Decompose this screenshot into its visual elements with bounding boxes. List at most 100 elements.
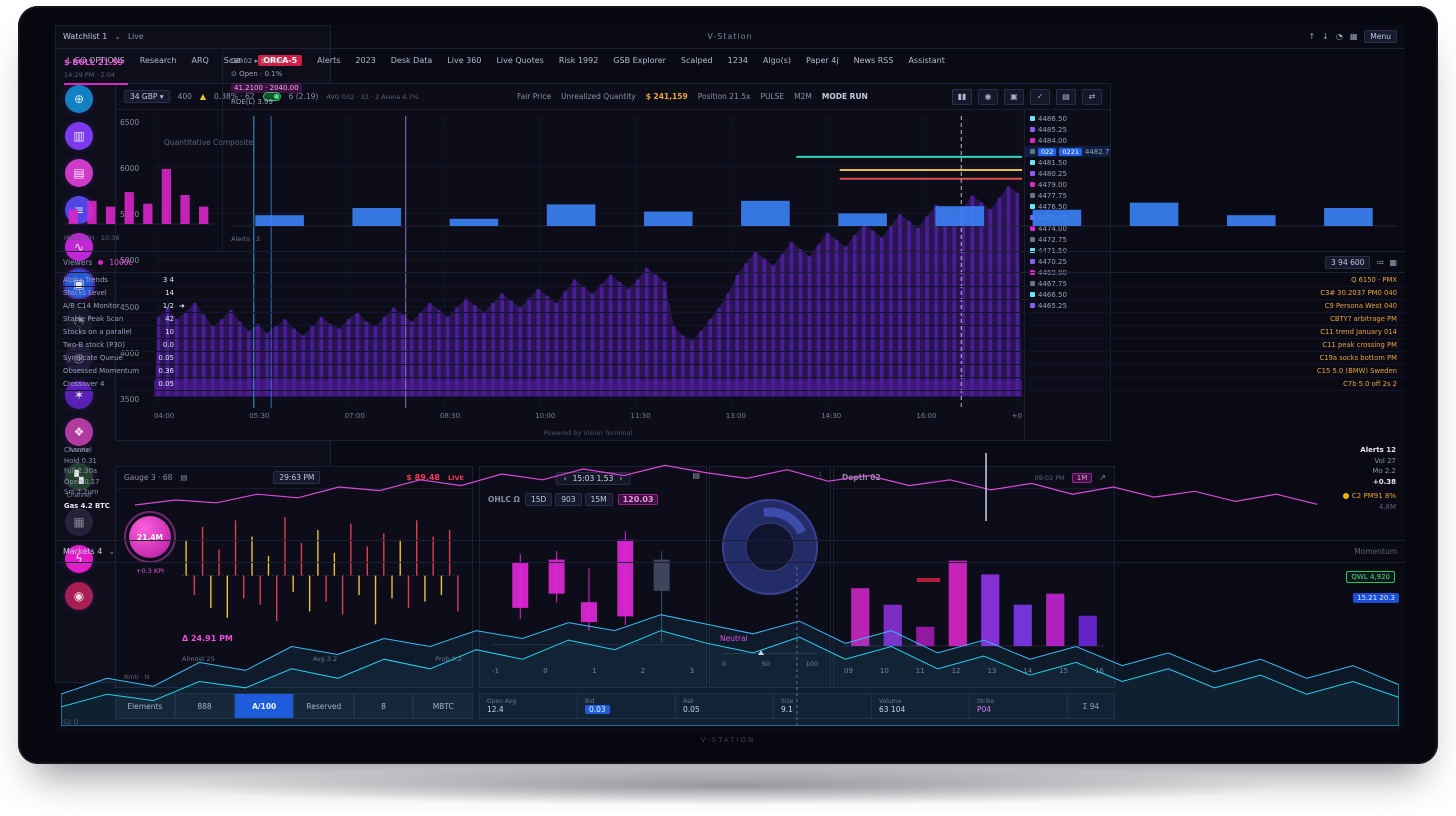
side-bar-chart[interactable] bbox=[231, 186, 1397, 228]
price-chart[interactable] bbox=[154, 116, 1022, 408]
ladder-row[interactable]: 4472.75 bbox=[1025, 234, 1110, 245]
rail-item-assets[interactable]: ❖ Assets bbox=[65, 418, 93, 454]
menu-item-2023[interactable]: 2023 bbox=[355, 55, 376, 65]
quote-cell-ask[interactable]: Ask0.05 bbox=[676, 694, 774, 718]
menu-item-1234[interactable]: 1234 bbox=[727, 55, 748, 65]
chevron-down-icon[interactable]: ⌄ bbox=[114, 32, 121, 41]
clock-icon[interactable]: ◔ bbox=[1335, 32, 1343, 41]
rail-item-chart[interactable]: ▥ bbox=[65, 122, 93, 150]
rail-item-wallet[interactable]: ▤ bbox=[65, 159, 93, 187]
rail-item-signal[interactable]: ϟ bbox=[65, 545, 93, 573]
tab-a-100[interactable]: A/100 bbox=[234, 693, 295, 719]
symbol-select[interactable]: 34 GBP ▾ bbox=[124, 90, 170, 103]
live-toggle[interactable] bbox=[262, 92, 281, 101]
quote-cell-size[interactable]: Size9.1 bbox=[774, 694, 872, 718]
rail-item-globe[interactable]: ⊕ bbox=[65, 85, 93, 113]
menu-item-scan[interactable]: Scan bbox=[223, 55, 244, 65]
trend-bar-chart[interactable] bbox=[64, 162, 213, 226]
menu-item-l-go-options[interactable]: L GO OPTIONS bbox=[67, 55, 125, 65]
menu-item-risk-1992[interactable]: Risk 1992 bbox=[558, 55, 599, 65]
watch-table-row[interactable]: Two-B stock (P30) 0.0 C11 peak crossing PM bbox=[55, 339, 1405, 352]
rail-item-pulse[interactable]: ∿ bbox=[65, 233, 93, 261]
quote-cell-strike[interactable]: StrikeP04 bbox=[970, 694, 1068, 718]
watch-table-row[interactable]: Stable Peak Scan 42 CBTY? arbitrage PM bbox=[55, 313, 1405, 326]
rail-item-clock[interactable]: ◔ bbox=[65, 307, 93, 335]
ladder-row[interactable]: 4477.75 bbox=[1025, 190, 1110, 201]
volatility-spike-chart[interactable] bbox=[182, 495, 462, 625]
menu-item-news-rss[interactable]: News RSS bbox=[853, 55, 894, 65]
grid-icon[interactable]: ▦ bbox=[1349, 32, 1358, 41]
menu-button[interactable]: Menu bbox=[1364, 30, 1397, 43]
ladder-row[interactable]: 4471.50 bbox=[1025, 245, 1110, 256]
ladder-row[interactable]: 4486.50 bbox=[1025, 113, 1110, 124]
timeframe-chip[interactable]: 15M bbox=[584, 493, 613, 506]
watch-table-row[interactable]: Alpha Trends 3 4 Q 6150 · PMX bbox=[55, 274, 1405, 287]
ladder-row[interactable]: 4481.50 bbox=[1025, 157, 1110, 168]
side-card[interactable]: GB 02 ▸ $ 9.19 ⊙ Open · 0.1% 41.2100 · 2… bbox=[223, 50, 1405, 250]
ladder-row[interactable]: 4476.50 bbox=[1025, 201, 1110, 212]
chevron-down-icon[interactable]: ⌄ bbox=[108, 547, 116, 556]
watch-table-row[interactable]: Syndicate Queue 0.05 C19a socks bottom PM bbox=[55, 352, 1405, 365]
rail-item-power[interactable]: ◉ bbox=[65, 582, 93, 610]
rail-item-disc[interactable]: ◎ bbox=[65, 344, 93, 372]
ladder-row[interactable]: 4480.25 bbox=[1025, 168, 1110, 179]
nav-prev-icon[interactable]: ‹ bbox=[563, 474, 567, 483]
sort-asc-icon[interactable]: ↑ bbox=[1308, 32, 1316, 41]
menu-item-arq[interactable]: ARQ bbox=[191, 55, 209, 65]
menu-item-live-360[interactable]: Live 360 bbox=[447, 55, 482, 65]
rail-item-vault[interactable]: ▦ bbox=[65, 508, 93, 536]
menu-item-research[interactable]: Research bbox=[139, 55, 177, 65]
timeframe-chip[interactable]: 15D bbox=[524, 493, 553, 506]
ladder-row[interactable]: 4467.75 bbox=[1025, 278, 1110, 289]
list-icon[interactable]: ≔ bbox=[1376, 257, 1385, 267]
nav-pill[interactable]: ‹ 15:03 1.53 › bbox=[555, 472, 631, 485]
ohlc-chart[interactable] bbox=[492, 517, 694, 659]
rail-item-orbit[interactable]: ✶ bbox=[65, 381, 93, 409]
tab-888[interactable]: 888 bbox=[174, 693, 235, 719]
confirm-button[interactable]: ✓ bbox=[1030, 88, 1050, 105]
ladder-row[interactable]: 4470.25 bbox=[1025, 256, 1110, 267]
sentiment-gauge[interactable] bbox=[718, 483, 822, 611]
watch-table-row[interactable]: Crossover 4 0.05 C7b 5.0 off 2s 2 bbox=[55, 378, 1405, 391]
pause-button[interactable]: ▮▮ bbox=[952, 88, 972, 105]
watch-table-row[interactable]: A/B C14 Monitor 1/2 ➜ C9 Persona West 040 bbox=[55, 300, 1405, 313]
menu-item-desk-data[interactable]: Desk Data bbox=[390, 55, 433, 65]
spark-chart[interactable] bbox=[134, 451, 1318, 523]
ladder-row[interactable]: 4484.00 bbox=[1025, 135, 1110, 146]
menu-item-assistant[interactable]: Assistant bbox=[908, 55, 945, 65]
rail-item-terminal[interactable]: ▣ bbox=[65, 270, 93, 298]
depth-interval-chip[interactable]: 1M bbox=[1071, 472, 1093, 483]
menu-item-orca-5[interactable]: ORCA-5 bbox=[258, 54, 303, 66]
ladder-row[interactable]: 4465.25 bbox=[1025, 300, 1110, 311]
watchlist-title[interactable]: Watchlist 1 bbox=[63, 32, 108, 41]
donut-menu-icon[interactable]: ⋮ bbox=[816, 471, 824, 480]
menu-item-paper-4j[interactable]: Paper 4j bbox=[806, 55, 839, 65]
timeframe-chip[interactable]: 903 bbox=[555, 493, 582, 506]
snapshot-button[interactable]: ▣ bbox=[1004, 88, 1024, 105]
watch-table-row[interactable]: Obsessed Momentum 0.36 C15 5.0 (BMW) Swede… bbox=[55, 365, 1405, 378]
grid-icon[interactable]: ▦ bbox=[1389, 257, 1397, 267]
gauge-menu-icon[interactable]: ▤ bbox=[180, 473, 188, 482]
menu-item-scalped[interactable]: Scalped bbox=[680, 55, 713, 65]
menu-item-gsb-explorer[interactable]: GSB Explorer bbox=[613, 55, 666, 65]
blue-price-badge[interactable]: 15.21 20.3 bbox=[1353, 593, 1399, 603]
ladder-row[interactable]: 4485.25 bbox=[1025, 124, 1110, 135]
sort-desc-icon[interactable]: ↓ bbox=[1322, 32, 1329, 41]
watch-table-row[interactable]: Stocks on a parallel 10 C11 trend January … bbox=[55, 326, 1405, 339]
candle-menu-icon[interactable]: ▤ bbox=[692, 471, 700, 480]
tab-elements[interactable]: Elements bbox=[115, 693, 175, 719]
momentum-title[interactable]: Markets 4 bbox=[63, 547, 103, 556]
tab-mbtc[interactable]: MBTC bbox=[413, 693, 474, 719]
trend-card[interactable]: $ BULL 21.59 14:29 PM · 2:04 MACD 4H · 1… bbox=[55, 50, 223, 250]
green-price-badge[interactable]: QWL 4,920 bbox=[1346, 571, 1395, 583]
quote-cell-volume[interactable]: Volume63 104 bbox=[872, 694, 970, 718]
quote-cell-bid[interactable]: Bid0.03 bbox=[578, 694, 676, 718]
ladder-row[interactable]: 4466.50 bbox=[1025, 289, 1110, 300]
ladder-row[interactable]: 4474.00 bbox=[1025, 223, 1110, 234]
layout-button[interactable]: ▤ bbox=[1056, 88, 1076, 105]
expand-icon[interactable]: ↗ bbox=[1099, 473, 1106, 482]
nav-next-icon[interactable]: › bbox=[619, 474, 623, 483]
table-chip[interactable]: 3 94 600 bbox=[1325, 255, 1371, 269]
rail-item-channel[interactable]: ▚ Channel bbox=[65, 463, 93, 499]
